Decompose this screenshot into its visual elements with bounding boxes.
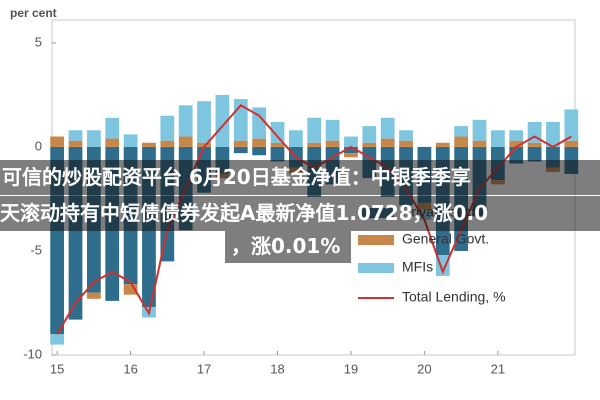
- bar: [509, 140, 524, 147]
- bar: [454, 126, 469, 137]
- bar: [380, 117, 395, 139]
- bar: [435, 142, 450, 147]
- bar: [509, 130, 524, 141]
- y-tick-label: 5: [35, 34, 42, 49]
- bar: [564, 140, 579, 147]
- bar: [270, 142, 285, 147]
- bar: [564, 109, 579, 141]
- x-tick-label: 19: [344, 361, 358, 376]
- y-tick-label: -5: [30, 242, 42, 257]
- overlay-line: 可信的炒股配资平台 6月20日基金净值：中银季季享: [0, 160, 600, 195]
- legend-label: General Govt.: [402, 231, 489, 247]
- bar: [86, 292, 101, 299]
- bar: [215, 94, 230, 147]
- bar: [325, 140, 340, 147]
- bar: [252, 138, 267, 147]
- bar: [288, 130, 303, 147]
- bar: [50, 136, 65, 147]
- x-tick-label: 21: [491, 361, 505, 376]
- overlay-line: ，涨0.01%: [225, 231, 351, 263]
- bar: [527, 146, 542, 162]
- bar: [362, 142, 377, 147]
- bar: [527, 142, 542, 147]
- bar: [123, 134, 138, 147]
- x-tick-label: 20: [417, 361, 431, 376]
- x-tick-label: 15: [50, 361, 64, 376]
- bar: [50, 334, 65, 345]
- bar: [490, 130, 505, 147]
- bar: [307, 117, 322, 143]
- bar: [344, 136, 358, 147]
- bar: [86, 130, 101, 147]
- bar: [123, 284, 138, 295]
- bar: [472, 140, 487, 147]
- bar: [160, 140, 175, 147]
- legend-swatch: [358, 235, 394, 245]
- overlay-line: 天滚动持有中短债债券发起A最新净值1.0728，涨0.0: [0, 196, 600, 231]
- bar: [105, 138, 120, 147]
- bar: [160, 115, 175, 141]
- bar: [546, 121, 560, 147]
- bar: [105, 117, 120, 139]
- bar: [142, 142, 156, 147]
- bar: [344, 146, 358, 154]
- bar: [454, 136, 469, 147]
- bar: [197, 101, 211, 143]
- bar: [252, 107, 267, 139]
- bar: [307, 142, 322, 147]
- bar: [362, 126, 377, 143]
- x-tick-label: 16: [123, 361, 137, 376]
- y-tick-label: 0: [35, 138, 42, 153]
- bar: [270, 146, 285, 162]
- legend-label: MFIs: [402, 259, 433, 275]
- x-tick-label: 18: [270, 361, 284, 376]
- bar: [178, 136, 193, 147]
- bar: [68, 130, 83, 141]
- legend-label: Total Lending, %: [402, 289, 506, 305]
- x-tick-label: 17: [197, 361, 211, 376]
- legend-swatch: [358, 263, 394, 273]
- y-axis-label: per cent: [10, 6, 57, 20]
- y-tick-label: -10: [23, 346, 42, 361]
- bar: [472, 119, 487, 141]
- bar: [380, 138, 395, 147]
- bar: [325, 119, 340, 141]
- bar: [68, 140, 83, 147]
- bar: [270, 121, 285, 143]
- bar: [197, 142, 211, 147]
- bar: [233, 146, 248, 154]
- bar: [178, 105, 193, 137]
- bar: [399, 140, 413, 147]
- bar: [252, 146, 267, 156]
- bar: [344, 153, 358, 158]
- bar: [399, 130, 413, 141]
- bar: [233, 140, 248, 147]
